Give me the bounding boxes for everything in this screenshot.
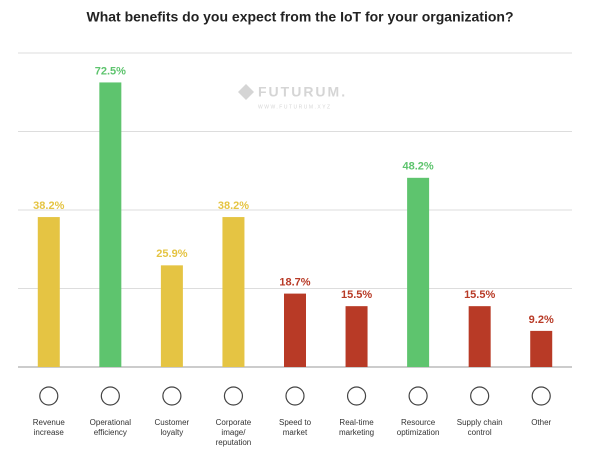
icon-shape [408,386,428,406]
category-icon [100,386,120,406]
value-label: 15.5% [464,289,495,301]
bar [345,306,368,367]
value-label: 38.2% [218,200,249,212]
bar [284,293,306,367]
x-tick-label: Resource optimization [396,418,440,437]
watermark-logo [238,84,254,100]
x-tick-label: Speed to market [278,418,312,437]
category-icon [470,386,490,406]
value-label: 72.5% [95,65,126,77]
watermark-text: FUTURUM. [258,84,347,100]
icon-shape [470,386,490,406]
icon-shape [100,386,120,406]
category-icon [531,386,551,406]
x-tick-label: Supply chain control [456,418,503,437]
value-label: 15.5% [341,289,372,301]
x-tick-label: Customer loyalty [154,418,190,437]
category-icon [223,386,244,406]
category-icon [346,386,367,406]
icon-shape [346,386,367,406]
bar [407,177,430,367]
x-tick-label: Operational efficiency [89,418,131,437]
category-icon [285,386,305,406]
x-tick-label: Corporate image/ reputation [215,418,252,447]
icon-shape [285,386,305,406]
bar [468,306,491,367]
value-label: 38.2% [33,200,64,212]
value-label: 48.2% [403,161,434,173]
category-icon [162,386,182,406]
value-label: 25.9% [156,248,187,260]
category-icon [39,386,59,406]
x-tick-label: Real-time marketing [338,418,375,437]
watermark: FUTURUM. WWW.FUTURUM.XYZ [238,84,347,110]
value-label: 18.7% [279,277,310,289]
icon-shape [162,386,182,406]
x-tick-label: Revenue increase [32,418,65,437]
x-tick-label: Other [531,418,552,427]
bar [160,265,183,367]
category-icon [408,386,428,406]
icon-shape [39,386,59,406]
bar [37,217,60,367]
watermark-url: WWW.FUTURUM.XYZ [258,104,332,110]
value-label: 9.2% [529,314,554,326]
chart-title: What benefits do you expect from the IoT… [86,9,513,25]
bar [222,217,245,367]
bar [530,330,553,367]
icon-shape [223,386,244,406]
icon-shape [531,386,551,406]
bar [99,82,122,367]
